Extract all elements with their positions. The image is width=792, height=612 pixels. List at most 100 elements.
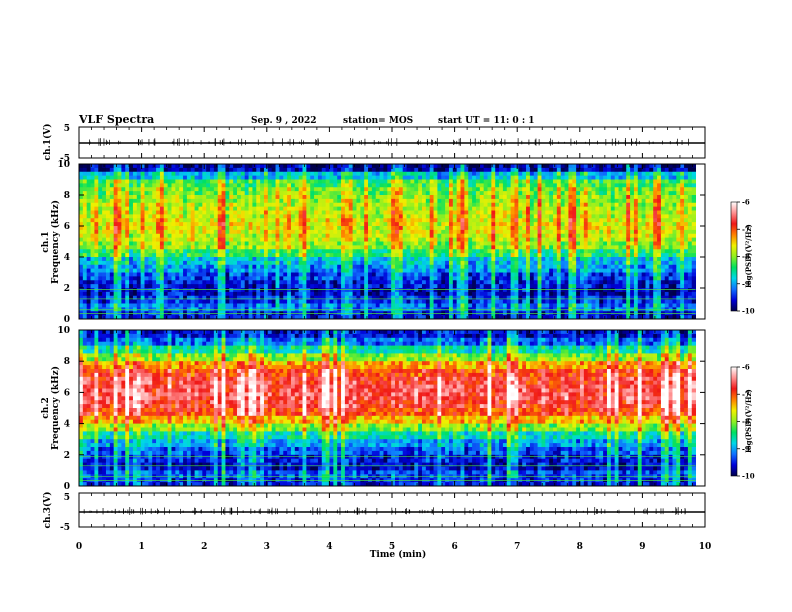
- spectrogram-cell: [429, 288, 434, 293]
- spectrogram-cell: [333, 264, 338, 270]
- spectrogram-cell: [387, 291, 392, 297]
- spectrogram-cell: [321, 257, 327, 262]
- spectrogram-cell: [213, 187, 219, 192]
- spectrogram-cell: [425, 291, 431, 297]
- spectrogram-cell: [472, 272, 477, 277]
- spectrogram-cell: [483, 284, 488, 289]
- spectrogram-cell: [240, 284, 246, 289]
- spectrogram-cell: [113, 291, 118, 297]
- spectrogram-cell: [94, 260, 99, 266]
- spectrogram-cell: [287, 299, 292, 304]
- spectrogram-cell: [206, 164, 211, 169]
- spectrogram-cell: [210, 268, 215, 273]
- spectrogram-cell: [294, 171, 300, 177]
- spectrogram-cell: [464, 187, 469, 192]
- spectrogram-cell: [344, 222, 350, 227]
- spectrogram-cell: [198, 245, 203, 250]
- spectrogram-cell: [144, 222, 149, 227]
- spectrogram-cell: [213, 222, 219, 227]
- spectrogram-cell: [213, 241, 219, 246]
- spectrogram-cell: [526, 276, 531, 281]
- spectrogram-cell: [102, 175, 107, 180]
- spectrogram-cell: [522, 202, 527, 208]
- spectrogram-cell: [429, 257, 434, 262]
- spectrogram-cell: [210, 257, 215, 262]
- spectrogram-cell: [344, 164, 350, 169]
- spectrogram-cell: [163, 284, 169, 289]
- spectrogram-cell: [159, 260, 165, 266]
- spectrogram-cell: [183, 253, 188, 258]
- spectrogram-cell: [298, 257, 303, 262]
- spectrogram-cell: [210, 303, 215, 308]
- spectrogram-cell: [337, 288, 342, 293]
- spectrogram-cell: [398, 214, 404, 219]
- spectrogram-cell: [267, 237, 273, 242]
- spectrogram-cell: [541, 276, 546, 281]
- spectrogram-cell: [310, 288, 315, 293]
- spectrogram-cell: [148, 222, 153, 227]
- spectrogram-cell: [221, 288, 226, 293]
- spectrogram-cell: [210, 237, 215, 242]
- spectrogram-cell: [213, 183, 219, 188]
- spectrogram-cell: [244, 303, 249, 308]
- spectrogram-cell: [298, 171, 303, 177]
- spectrogram-cell: [364, 171, 369, 177]
- spectrogram-cell: [290, 276, 296, 281]
- spectrogram-cell: [217, 202, 222, 208]
- spectrogram-cell: [391, 276, 396, 281]
- spectrogram-cell: [379, 280, 384, 285]
- spectrogram-cell: [98, 187, 103, 192]
- spectrogram-cell: [402, 288, 407, 293]
- spectrogram-cell: [487, 226, 492, 231]
- spectrogram-cell: [460, 187, 465, 192]
- spectrogram-cell: [229, 229, 234, 235]
- spectrogram-cell: [379, 268, 384, 273]
- spectrogram-cell: [302, 226, 307, 231]
- spectrogram-cell: [102, 198, 107, 204]
- spectrogram-cell: [310, 226, 315, 231]
- spectrogram-cell: [271, 226, 276, 231]
- spectrogram-cell: [148, 206, 153, 211]
- spectrogram-cell: [136, 206, 142, 211]
- spectrogram-cell: [206, 241, 211, 246]
- spectrogram-cell: [194, 222, 199, 227]
- spectrogram-cell: [541, 284, 546, 289]
- spectrogram-cell: [298, 226, 303, 231]
- spectrogram-cell: [356, 164, 361, 169]
- spectrogram-cell: [260, 264, 265, 270]
- spectrogram-cell: [510, 299, 515, 304]
- spectrogram-cell: [314, 295, 319, 301]
- spectrogram-cell: [479, 195, 485, 200]
- spectrogram-cell: [202, 272, 207, 277]
- spectrogram-cell: [213, 233, 219, 239]
- spectrogram-cell: [283, 229, 288, 235]
- spectrogram-cell: [421, 229, 427, 235]
- spectrogram-cell: [102, 233, 107, 239]
- spectrogram-cell: [244, 295, 249, 301]
- spectrogram-cell: [341, 191, 346, 196]
- spectrogram-cell: [159, 222, 165, 227]
- spectrogram-cell: [206, 167, 211, 173]
- spectrogram-cell: [510, 171, 515, 177]
- spectrogram-cell: [356, 226, 361, 231]
- spectrogram-cell: [283, 198, 288, 204]
- spectrogram-cell: [171, 229, 176, 235]
- spectrogram-cell: [263, 202, 269, 208]
- spectrogram-cell: [529, 195, 535, 200]
- spectrogram-cell: [132, 206, 138, 211]
- spectrogram-cell: [102, 206, 107, 211]
- spectrogram-cell: [518, 164, 523, 169]
- spectrogram-cell: [190, 237, 196, 242]
- spectrogram-cell: [290, 233, 296, 239]
- spectrogram-cell: [117, 187, 122, 192]
- spectrogram-cell: [499, 276, 504, 281]
- spectrogram-cell: [179, 272, 184, 277]
- spectrogram-cell: [529, 206, 535, 211]
- spectrogram-cell: [375, 222, 380, 227]
- spectrogram-cell: [94, 214, 99, 219]
- spectrogram-cell: [183, 288, 188, 293]
- spectrogram-cell: [310, 253, 315, 258]
- spectrogram-cell: [113, 195, 118, 200]
- spectrogram-cell: [456, 210, 461, 215]
- spectrogram-cell: [329, 276, 334, 281]
